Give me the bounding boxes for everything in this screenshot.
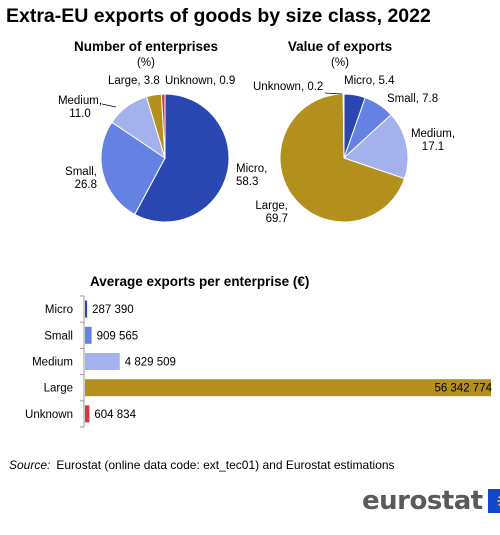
pie1-slice-unknown <box>160 93 166 159</box>
eu-flag-icon <box>487 489 500 513</box>
pie2-slice-medium <box>343 113 409 180</box>
bar-average-exports: Micro 287 390 Small 909 565 Medium 4 829 509 L… <box>25 295 493 428</box>
pie-number-of-enterprises: Micro, 58.3 Small, 26.8 Medium, 11.0 Large, 3.… <box>58 75 267 223</box>
pie2-title: Value of exports <box>287 39 393 54</box>
source-label: Source: <box>9 458 51 472</box>
source-note: Source: Eurostat (online data code: ext_t… <box>9 458 395 472</box>
pie1-slice-small <box>100 121 166 216</box>
pie1-label-medium: Medium, 11.0 <box>58 95 102 120</box>
pie2-label-small: Small, 7.8 <box>387 93 438 105</box>
pie1-label-micro: Micro, 58.3 <box>236 163 267 188</box>
pie2-unit: (%) <box>331 57 349 69</box>
bar-micro <box>85 300 88 318</box>
source-text: Eurostat (online data code: ext_tec01) a… <box>56 458 395 472</box>
bar-value-micro: 287 390 <box>92 304 134 316</box>
bar-small <box>85 326 92 344</box>
bar-large <box>85 379 491 397</box>
pie2-label-unknown: Unknown, 0.2 <box>253 81 323 93</box>
pie1-slice-micro <box>134 93 230 223</box>
pie1-label-unknown: Unknown, 0.9 <box>165 75 235 87</box>
pie2-label-large: Large, 69.7 <box>255 200 288 225</box>
bar-value-unknown: 604 834 <box>94 409 136 421</box>
eurostat-logo: eurostat <box>362 488 500 514</box>
pie1-label-large: Large, 3.8 <box>108 75 160 87</box>
bar-unknown <box>85 405 90 423</box>
pie1-unit: (%) <box>137 57 155 69</box>
logo-text: eurostat <box>362 486 483 516</box>
chart-title: Extra-EU exports of goods by size class,… <box>6 5 431 27</box>
pie1-leader-medium <box>101 103 117 108</box>
pie1-label-small: Small, 26.8 <box>65 166 97 191</box>
bar-value-large: 56 342 774 <box>434 383 492 395</box>
bar-medium <box>85 353 120 370</box>
bar-value-small: 909 565 <box>97 330 139 342</box>
bar-category-large: Large <box>44 383 73 395</box>
pie2-label-medium: Medium, 17.1 <box>411 128 455 153</box>
pie2-label-micro: Micro, 5.4 <box>344 75 395 87</box>
bar-chart-title: Average exports per enterprise (€) <box>90 274 310 289</box>
pie1-title: Number of enterprises <box>73 39 219 54</box>
pie2-slice-unknown <box>342 93 345 159</box>
bar-category-unknown: Unknown <box>25 409 73 421</box>
bar-category-micro: Micro <box>45 304 73 316</box>
bar-category-small: Small <box>44 330 73 342</box>
pie2-leader-unknown <box>324 92 343 95</box>
pie2-slice-large <box>279 93 406 223</box>
bar-value-medium: 4 829 509 <box>125 357 176 369</box>
bar-category-medium: Medium <box>32 357 73 369</box>
pie-value-of-exports: Micro, 5.4 Small, 7.8 Medium, 17.1 Large, 69.… <box>253 75 455 225</box>
